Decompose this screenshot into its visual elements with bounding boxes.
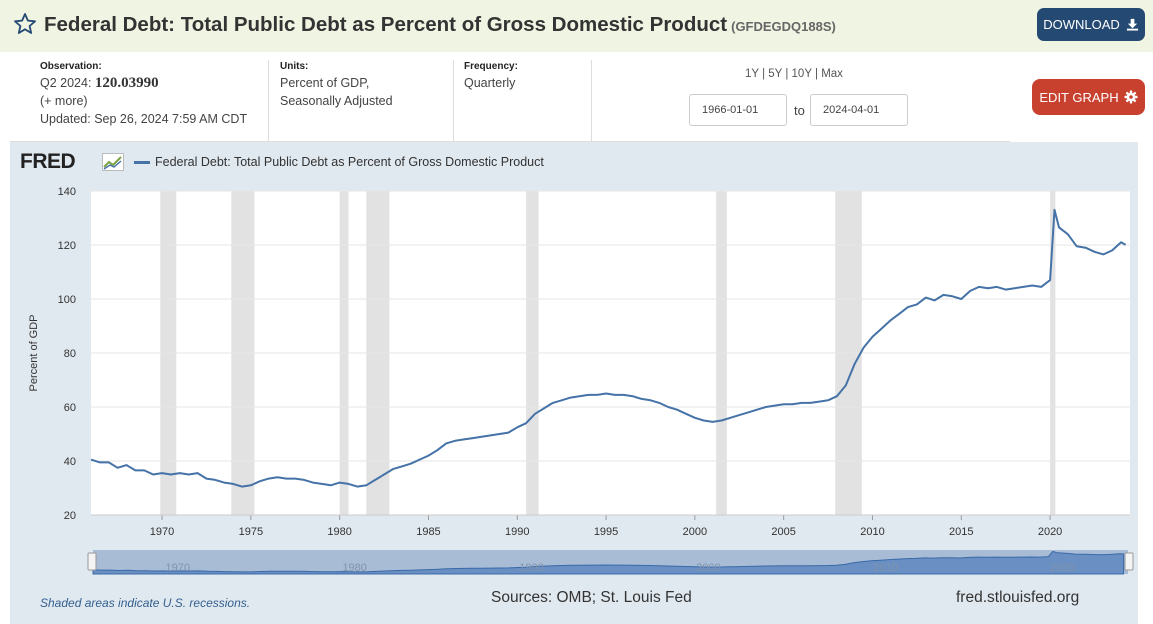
range-10y-link[interactable]: 10Y — [791, 68, 812, 80]
start-date-input[interactable]: 1966-01-01 — [689, 94, 787, 126]
y-axis-title: Percent of GDP — [28, 314, 40, 391]
fred-logo: FRED — [20, 150, 76, 173]
navigator-tick-label: 2010 — [873, 562, 897, 574]
y-tick-label: 20 — [64, 510, 76, 522]
navigator-tick-label: 2020 — [1050, 562, 1074, 574]
navigator-tick-label: 1970 — [166, 562, 190, 574]
divider — [268, 60, 269, 142]
frequency-block: Frequency: Quarterly — [464, 61, 518, 90]
y-tick-label: 140 — [58, 186, 76, 198]
observation-value: 120.03990 — [94, 75, 159, 91]
x-tick-label: 1995 — [594, 526, 618, 538]
fred-chart-icon — [102, 153, 124, 171]
x-tick-label: 1990 — [505, 526, 529, 538]
page-title: Federal Debt: Total Public Debt as Perce… — [44, 13, 836, 36]
site-url[interactable]: fred.stlouisfed.org — [956, 589, 1080, 606]
range-5y-link[interactable]: 5Y — [768, 68, 783, 80]
x-tick-label: 2020 — [1038, 526, 1062, 538]
legend-swatch — [134, 161, 150, 164]
series-line — [90, 208, 1127, 488]
navigator-series — [92, 550, 1125, 575]
divider — [10, 141, 1010, 142]
y-tick-label: 120 — [58, 240, 76, 252]
title-bar — [0, 0, 1153, 52]
navigator-handle[interactable] — [87, 552, 97, 571]
edit-graph-button[interactable]: EDIT GRAPH — [1032, 79, 1145, 115]
to-label: to — [794, 103, 805, 118]
x-tick-label: 2005 — [771, 526, 795, 538]
navigator-tick-label: 1990 — [519, 562, 543, 574]
range-links: 1Y | 5Y | 10Y | Max — [745, 68, 843, 80]
x-tick-label: 2015 — [949, 526, 973, 538]
series-id: (GFDEGDQ188S) — [731, 19, 836, 34]
download-icon — [1126, 18, 1138, 31]
sources-text: Sources: OMB; St. Louis Fed — [491, 589, 692, 606]
star-icon[interactable] — [13, 12, 37, 36]
observation-block: Observation: Q2 2024: 120.03990 (+ more)… — [40, 61, 248, 126]
navigator-tick-label: 1980 — [342, 562, 366, 574]
more-link[interactable]: (+ more) — [40, 94, 88, 108]
range-max-link[interactable]: Max — [821, 68, 843, 80]
y-tick-label: 60 — [64, 402, 76, 414]
divider — [453, 60, 454, 142]
range-1y-link[interactable]: 1Y — [745, 68, 759, 80]
recession-note: Shaded areas indicate U.S. recessions. — [40, 596, 251, 610]
x-tick-label: 1985 — [416, 526, 440, 538]
divider — [591, 60, 592, 142]
x-tick-label: 2000 — [683, 526, 707, 538]
gear-icon — [1124, 90, 1138, 104]
end-date-input[interactable]: 2024-04-01 — [810, 94, 908, 126]
x-tick-label: 1970 — [150, 526, 174, 538]
x-tick-label: 2010 — [860, 526, 884, 538]
y-tick-label: 100 — [58, 294, 76, 306]
download-button[interactable]: DOWNLOAD — [1037, 8, 1145, 41]
y-tick-label: 80 — [64, 348, 76, 360]
navigator-tick-label: 2000 — [696, 562, 720, 574]
updated-text: Updated: Sep 26, 2024 7:59 AM CDT — [40, 112, 248, 126]
legend-label: Federal Debt: Total Public Debt as Perce… — [155, 155, 544, 169]
x-tick-label: 1975 — [239, 526, 263, 538]
navigator-handle[interactable] — [1124, 552, 1134, 571]
units-block: Units: Percent of GDP, Seasonally Adjust… — [280, 61, 393, 108]
y-tick-label: 40 — [64, 456, 76, 468]
x-tick-label: 1980 — [327, 526, 351, 538]
